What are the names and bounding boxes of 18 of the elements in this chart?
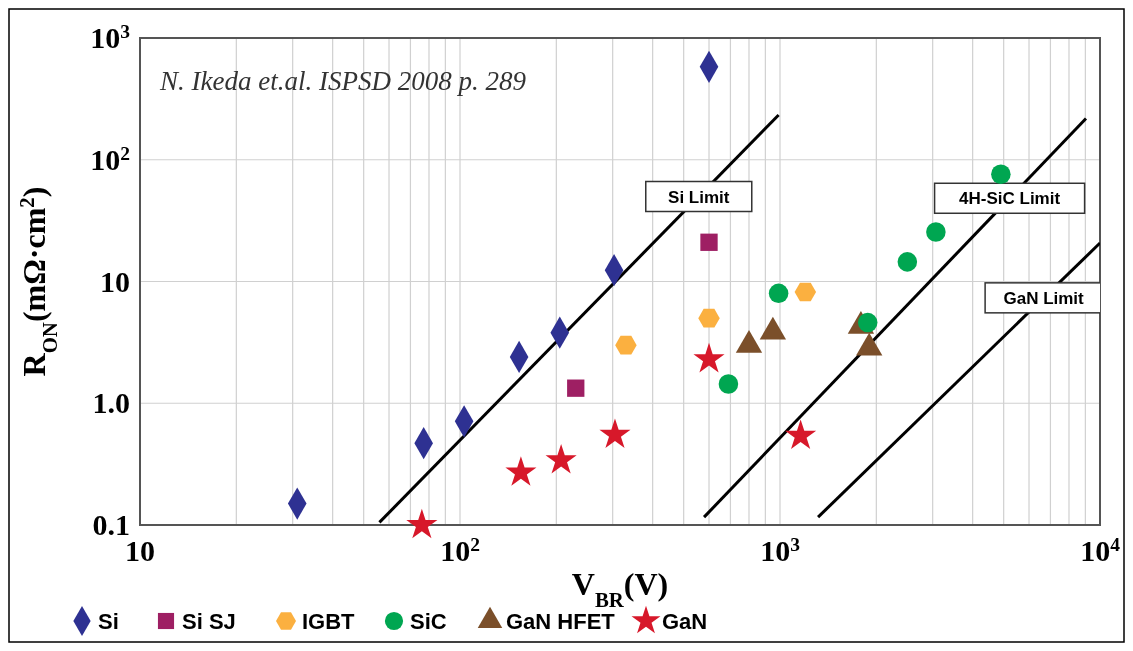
series-label: 4H-SiC Limit (959, 189, 1061, 209)
y-tick-label: 10 (100, 264, 130, 298)
legend-label: GaN (662, 609, 708, 634)
legend-label: GaN HFET (506, 609, 616, 634)
y-tick-label: 10$^{2}$ (90, 142, 130, 176)
x-tick-label: 10$^{2}$ (440, 533, 480, 567)
legend-label: Si (98, 609, 119, 634)
series-label: GaN Limit (1003, 288, 1085, 308)
series-label: Si Limit (668, 187, 730, 207)
x-tick-label: 10$^{4}$ (1080, 533, 1121, 567)
y-tick-label: 10$^{3}$ (90, 20, 131, 54)
legend-label: IGBT (302, 609, 356, 634)
annotation: N. Ikeda et.al. ISPSD 2008 p. 289 (159, 66, 527, 96)
x-tick-label: 10$^{3}$ (760, 533, 801, 567)
x-axis-title: V$_{BR}$(V) (571, 566, 669, 611)
legend-label: SiC (410, 609, 447, 634)
y-tick-label: 1.0 (92, 386, 130, 420)
legend-label: Si SJ (182, 609, 236, 634)
